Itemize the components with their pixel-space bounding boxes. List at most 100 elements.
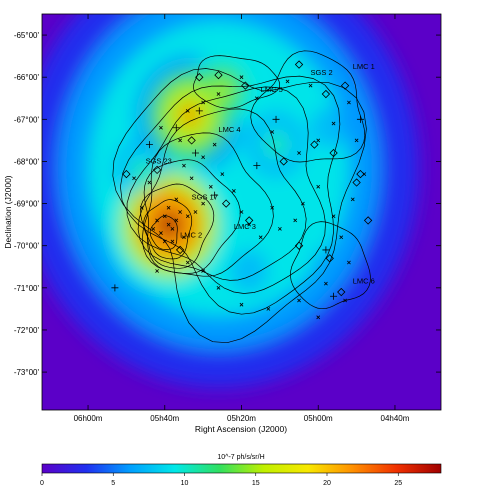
heat-blob [268, 136, 284, 153]
source-cross [147, 180, 152, 185]
contour-line [143, 199, 193, 260]
source-cross [201, 155, 206, 160]
colorbar-bar [41, 463, 442, 474]
y-tick-label: -70°00' [14, 242, 40, 251]
heat-layer [42, 14, 419, 388]
source-cross [266, 307, 271, 311]
region-label: LMC 5 [261, 85, 283, 94]
source-plus [253, 162, 261, 170]
source-cross [201, 100, 206, 105]
source-cross [139, 205, 144, 210]
source-cross [270, 205, 275, 210]
source-cross [220, 172, 225, 176]
y-tick-label: -65°00' [14, 31, 40, 40]
source-cross [182, 163, 186, 168]
source-diamond [329, 148, 338, 158]
colorbar-label: 10^-7 ph/s/sr/H [217, 454, 264, 461]
y-tick-label: -68°00' [14, 157, 40, 166]
contour-line [140, 183, 215, 269]
x-tick-label: 05h40m [150, 414, 179, 423]
x-axis: 06h00m 05h40m 05h20m 05h00m 04h40m [74, 14, 410, 423]
source-cross [174, 197, 179, 202]
source-cross [350, 197, 355, 202]
source-cross [270, 130, 275, 134]
source-cross [254, 96, 259, 101]
source-cross [331, 214, 336, 219]
source-plus [191, 149, 199, 157]
source-cross [301, 201, 305, 206]
source-cross [216, 285, 221, 290]
source-diamond [175, 245, 185, 255]
source-cross [316, 315, 321, 320]
region-label: SGS 23 [146, 157, 172, 166]
colorbar-tick-label: 25 [394, 480, 402, 487]
source-cross [277, 226, 282, 231]
y-tick-label: -67°00' [14, 115, 40, 124]
heat-blob [312, 252, 324, 265]
source-cross [208, 184, 213, 189]
source-cross [285, 79, 290, 84]
contour-line [143, 159, 241, 274]
source-plus [272, 115, 280, 123]
source-plus [322, 246, 330, 254]
source-diamond [310, 140, 319, 149]
x-tick-label: 05h00m [304, 414, 333, 423]
source-cross [155, 269, 159, 273]
source-cross [162, 239, 167, 244]
source-cross [247, 222, 252, 227]
source-cross [324, 281, 328, 286]
source-diamond [221, 199, 231, 208]
source-cross [185, 109, 190, 113]
region-label: SGS 2 [311, 68, 333, 77]
colorbar-tick-label: 20 [323, 480, 331, 487]
region-label: SGS 17 [192, 192, 218, 201]
source-cross [178, 210, 182, 214]
colorbar-tick-label: 15 [252, 480, 260, 487]
source-plus [172, 124, 180, 132]
source-cross [231, 189, 236, 193]
source-diamond [294, 241, 304, 250]
region-label-layer: SGS 2 LMC 1 LMC 5 LMC 4 SGS 23 SGS 17 LMC 2 LMC… [146, 62, 375, 286]
heat-blob [135, 162, 149, 178]
source-cross [166, 222, 171, 227]
source-cross [239, 210, 244, 214]
contour-line [193, 55, 281, 109]
source-plus [211, 191, 219, 199]
source-cross [170, 226, 175, 231]
x-tick-label: 06h00m [74, 414, 103, 423]
region-label: LMC 4 [218, 125, 240, 134]
source-cross [212, 142, 217, 147]
colorbar-tick-label: 10 [181, 480, 189, 487]
source-cross [239, 302, 244, 307]
x-tick-label: 05h20m [227, 414, 256, 423]
source-diamond [352, 178, 361, 187]
y-tick-label: -66°00' [14, 73, 40, 82]
source-plus [330, 292, 338, 300]
source-cross [343, 298, 347, 303]
region-label: LMC 2 [180, 230, 202, 239]
source-cross [189, 176, 194, 181]
contour-layer [112, 50, 371, 344]
source-plus [111, 284, 119, 292]
source-cross [201, 269, 206, 273]
source-cross [182, 235, 186, 240]
heat-blob [179, 103, 201, 127]
x-axis-label: Right Ascension (J2000) [195, 424, 287, 434]
source-cross [193, 210, 198, 214]
source-plus [145, 141, 153, 149]
contour-line [126, 86, 326, 294]
source-cross [297, 151, 301, 155]
source-diamond [279, 157, 288, 166]
source-cross [170, 239, 175, 244]
source-cross [339, 235, 344, 240]
y-tick-label: -69°00' [14, 200, 40, 209]
source-cross [132, 176, 136, 181]
source-diamond [195, 73, 204, 82]
y-axis: -65°00' -66°00' -67°00' -68°00' -69°00' -70°0… [14, 31, 441, 377]
source-cross [347, 260, 351, 265]
source-cross [354, 138, 359, 143]
contour-line [112, 68, 367, 344]
colorbar-tick-label: 5 [111, 480, 115, 487]
y-tick-label: -73°00' [14, 368, 40, 377]
source-cross [185, 260, 190, 265]
